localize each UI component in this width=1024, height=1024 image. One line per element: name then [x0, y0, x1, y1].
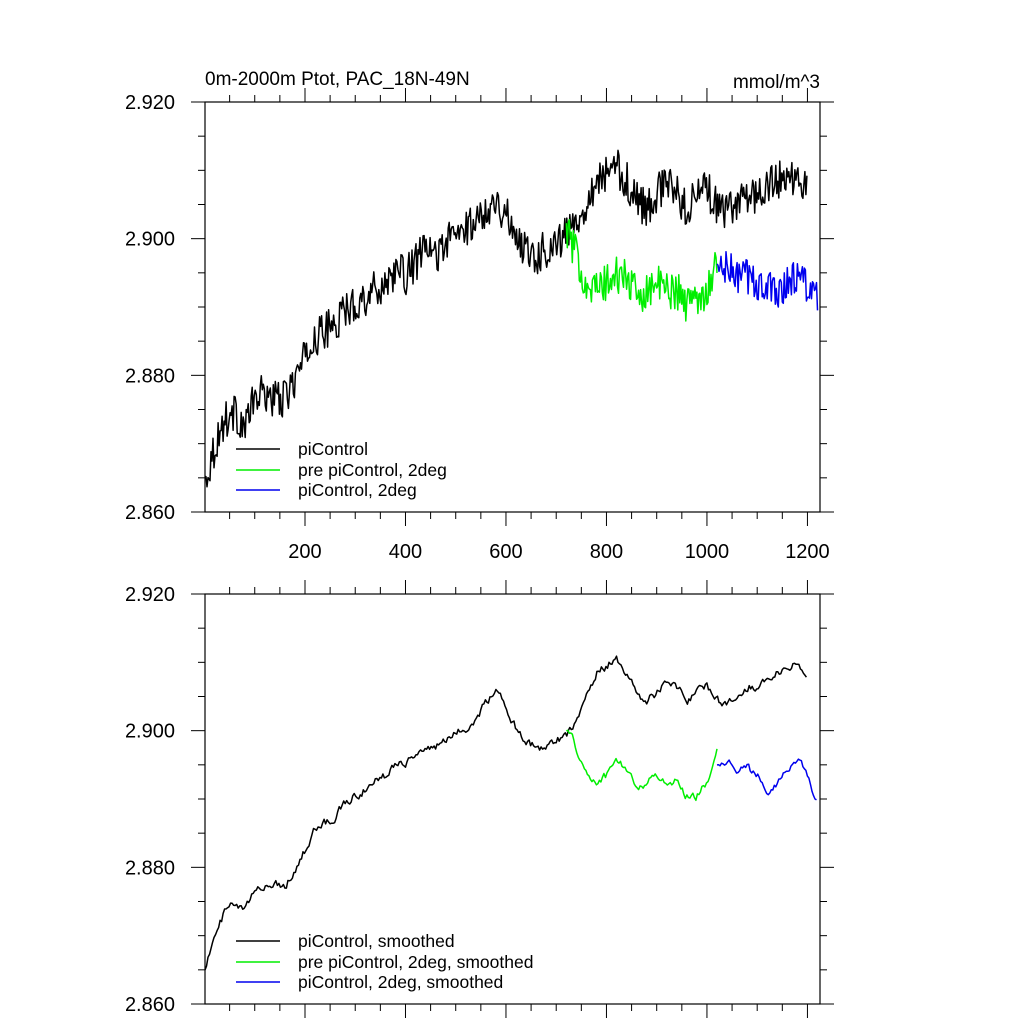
legend-label-pi-2deg-smoothed: piControl, 2deg, smoothed — [298, 972, 503, 992]
x-tick-label: 1000 — [685, 541, 730, 563]
y-tick-label: 2.860 — [125, 502, 175, 524]
chart-units: mmol/m^3 — [733, 72, 820, 93]
series-line-picontrol-2deg-smoothed — [716, 758, 817, 801]
y-tick-label: 2.900 — [125, 721, 175, 743]
chart-title: 0m-2000m Ptot, PAC_18N-49N — [205, 69, 470, 90]
panel-bottom: 2.920 2.900 2.880 2.860 piControl, smoothed… — [125, 580, 834, 1018]
series-line-picontrol-smoothed — [204, 655, 808, 971]
y-tick-label: 2.860 — [125, 994, 175, 1016]
y-tick-label: 2.920 — [125, 92, 175, 114]
y-tick-label: 2.900 — [125, 229, 175, 251]
legend-label-piControl-smoothed: piControl, smoothed — [298, 931, 455, 951]
legend-label-pre-2deg: pre piControl, 2deg — [298, 460, 447, 480]
panel-top: 0m-2000m Ptot, PAC_18N-49N mmol/m^3 2.92… — [125, 69, 834, 563]
x-tick-label: 1200 — [785, 541, 830, 563]
x-tick-label: 200 — [288, 541, 321, 563]
series-line-picontrol-2deg — [716, 251, 819, 311]
series-line-pre-picontrol-2deg-smoothed — [566, 729, 718, 802]
x-tick-label: 600 — [489, 541, 522, 563]
legend-label-piControl: piControl — [298, 439, 368, 459]
legend-top: piControl pre piControl, 2deg piControl,… — [236, 439, 447, 500]
y-tick-label: 2.880 — [125, 857, 175, 879]
series-line-picontrol — [204, 149, 808, 488]
y-tick-label: 2.920 — [125, 584, 175, 606]
x-tick-label: 800 — [590, 541, 623, 563]
legend-label-pi-2deg: piControl, 2deg — [298, 480, 417, 500]
x-tick-label: 400 — [389, 541, 422, 563]
y-tick-label: 2.880 — [125, 365, 175, 387]
legend-label-pre-2deg-smoothed: pre piControl, 2deg, smoothed — [298, 952, 533, 972]
legend-bottom: piControl, smoothed pre piControl, 2deg,… — [236, 931, 533, 992]
series-line-pre-picontrol-2deg — [565, 218, 718, 322]
